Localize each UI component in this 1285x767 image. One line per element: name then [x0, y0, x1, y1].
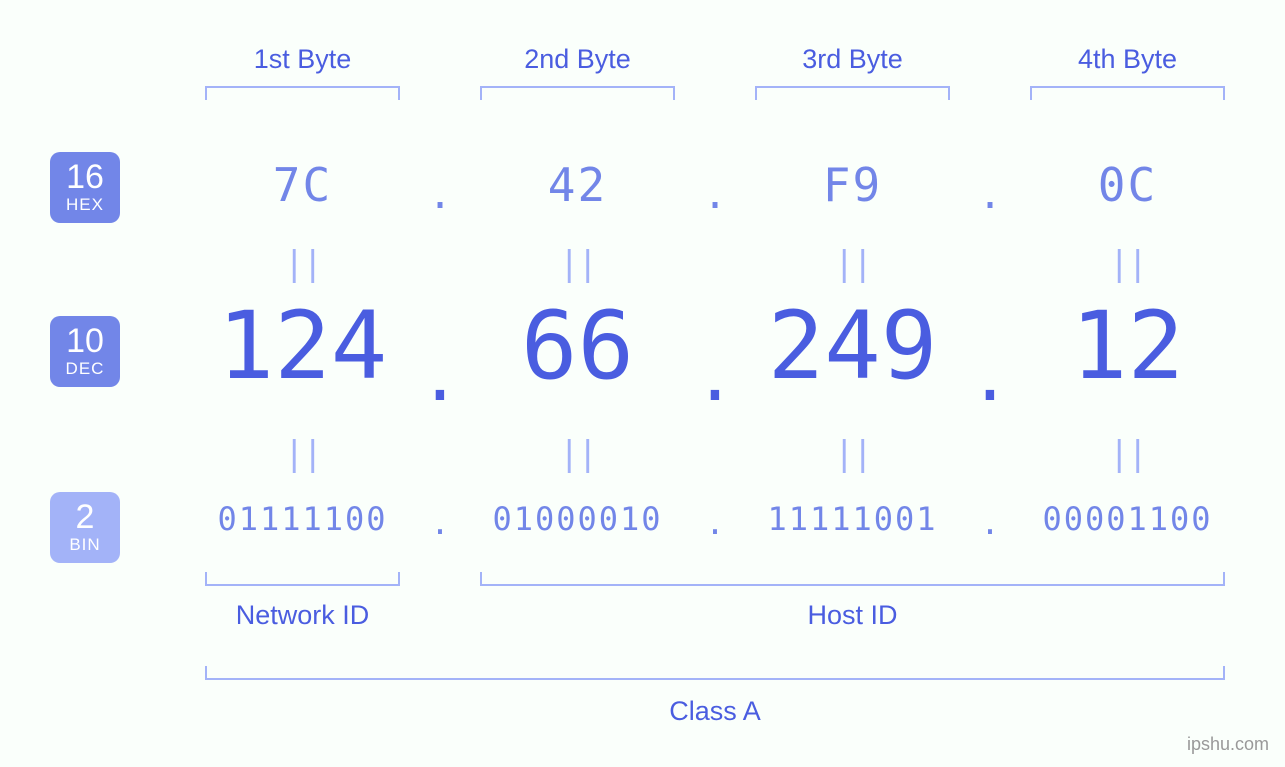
byte-column-4: 4th Byte 0C || 12 || 00001100: [1030, 0, 1225, 580]
bin-byte-4: 00001100: [1030, 500, 1225, 538]
hex-byte-2: 42: [480, 158, 675, 212]
hex-byte-1: 7C: [205, 158, 400, 212]
badge-dec-number: 10: [50, 324, 120, 358]
dot-dec-2: .: [675, 338, 755, 417]
bin-byte-3: 11111001: [755, 500, 950, 538]
equals-a-2: ||: [480, 244, 675, 284]
bracket-host-id: [480, 572, 1225, 586]
dot-dec-1: .: [400, 338, 480, 417]
bin-byte-1: 01111100: [205, 500, 400, 538]
dec-byte-3: 249: [755, 300, 950, 394]
label-class: Class A: [205, 696, 1225, 727]
byte-label-4: 4th Byte: [1030, 44, 1225, 75]
badge-bin-label: BIN: [50, 536, 120, 553]
dot-hex-1: .: [400, 172, 480, 218]
dec-byte-1: 124: [205, 300, 400, 394]
equals-a-4: ||: [1030, 244, 1225, 284]
label-host-id: Host ID: [480, 600, 1225, 631]
bracket-network-id: [205, 572, 400, 586]
byte-label-2: 2nd Byte: [480, 44, 675, 75]
dot-dec-3: .: [950, 338, 1030, 417]
top-bracket-3: [755, 86, 950, 100]
footer-attribution: ipshu.com: [1187, 734, 1269, 755]
dot-hex-3: .: [950, 172, 1030, 218]
equals-b-3: ||: [755, 434, 950, 474]
hex-byte-4: 0C: [1030, 158, 1225, 212]
byte-column-2: 2nd Byte 42 || 66 || 01000010: [480, 0, 675, 580]
equals-b-2: ||: [480, 434, 675, 474]
badge-dec-label: DEC: [50, 360, 120, 377]
base-badge-hex: 16 HEX: [50, 152, 120, 223]
dot-hex-2: .: [675, 172, 755, 218]
label-network-id: Network ID: [205, 600, 400, 631]
bin-byte-2: 01000010: [480, 500, 675, 538]
badge-hex-label: HEX: [50, 196, 120, 213]
dec-byte-2: 66: [480, 300, 675, 394]
hex-byte-3: F9: [755, 158, 950, 212]
top-bracket-2: [480, 86, 675, 100]
base-badge-dec: 10 DEC: [50, 316, 120, 387]
dot-bin-3: .: [950, 504, 1030, 542]
equals-a-3: ||: [755, 244, 950, 284]
bracket-class: [205, 666, 1225, 680]
top-bracket-4: [1030, 86, 1225, 100]
top-bracket-1: [205, 86, 400, 100]
byte-label-1: 1st Byte: [205, 44, 400, 75]
dec-byte-4: 12: [1030, 300, 1225, 394]
badge-bin-number: 2: [50, 500, 120, 534]
dot-bin-1: .: [400, 504, 480, 542]
dot-bin-2: .: [675, 504, 755, 542]
base-badge-bin: 2 BIN: [50, 492, 120, 563]
ip-notation-diagram: 16 HEX 10 DEC 2 BIN 1st Byte 7C || 124 |…: [0, 0, 1285, 767]
badge-hex-number: 16: [50, 160, 120, 194]
equals-b-4: ||: [1030, 434, 1225, 474]
byte-column-3: 3rd Byte F9 || 249 || 11111001: [755, 0, 950, 580]
equals-a-1: ||: [205, 244, 400, 284]
equals-b-1: ||: [205, 434, 400, 474]
byte-column-1: 1st Byte 7C || 124 || 01111100: [205, 0, 400, 580]
byte-label-3: 3rd Byte: [755, 44, 950, 75]
